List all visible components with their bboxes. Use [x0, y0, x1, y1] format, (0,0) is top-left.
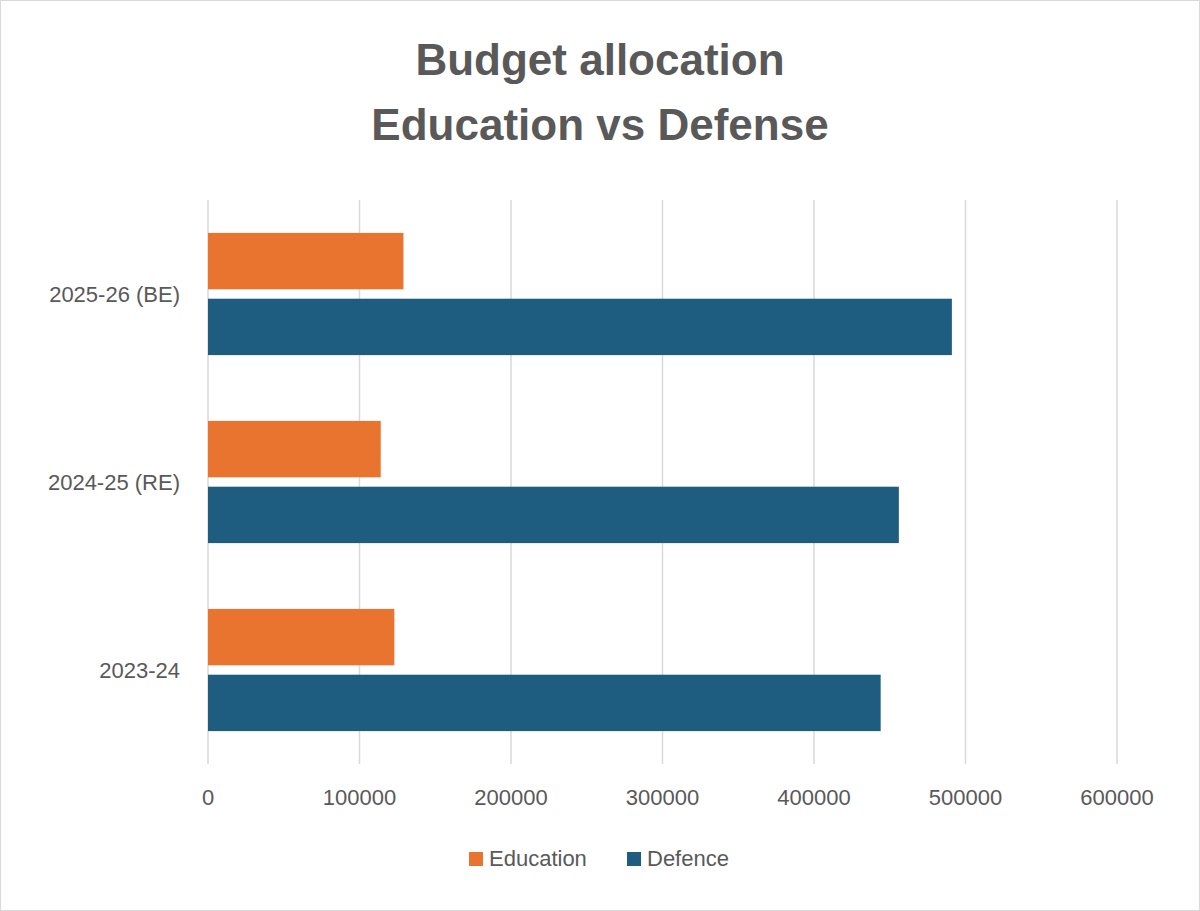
legend-label: Education [489, 846, 587, 871]
chart: Budget allocation Education vs Defense 0 10… [0, 0, 1200, 911]
tick-label: 100000 [323, 785, 396, 810]
category-label: 2025-26 (BE) [49, 282, 180, 307]
legend-item: Education [469, 846, 587, 871]
bar [208, 609, 394, 665]
bar [208, 233, 403, 289]
tick-label: 300000 [626, 785, 699, 810]
grid-line [965, 200, 967, 764]
legend-item: Defence [627, 846, 729, 871]
category-label: 2023-24 [99, 658, 180, 683]
tick-label: 0 [202, 785, 214, 810]
grid-line [1116, 200, 1118, 764]
tick-label: 200000 [474, 785, 547, 810]
tick-label: 500000 [929, 785, 1002, 810]
bar [208, 487, 899, 543]
legend-swatch [627, 852, 641, 866]
tick-label: 400000 [777, 785, 850, 810]
tick-label: 600000 [1080, 785, 1153, 810]
bar [208, 299, 952, 355]
legend-label: Defence [647, 846, 729, 871]
subtitle: Education vs Defense [371, 100, 828, 149]
bars [208, 233, 952, 731]
category-label: 2024-25 (RE) [48, 470, 180, 495]
legend: Education Defence [469, 846, 729, 871]
title: Budget allocation [415, 35, 784, 84]
bar [208, 421, 381, 477]
chart-root: Budget allocation Education vs Defense 0 10… [0, 0, 1200, 911]
bar [208, 675, 881, 731]
background [1, 1, 1200, 911]
legend-swatch [469, 852, 483, 866]
